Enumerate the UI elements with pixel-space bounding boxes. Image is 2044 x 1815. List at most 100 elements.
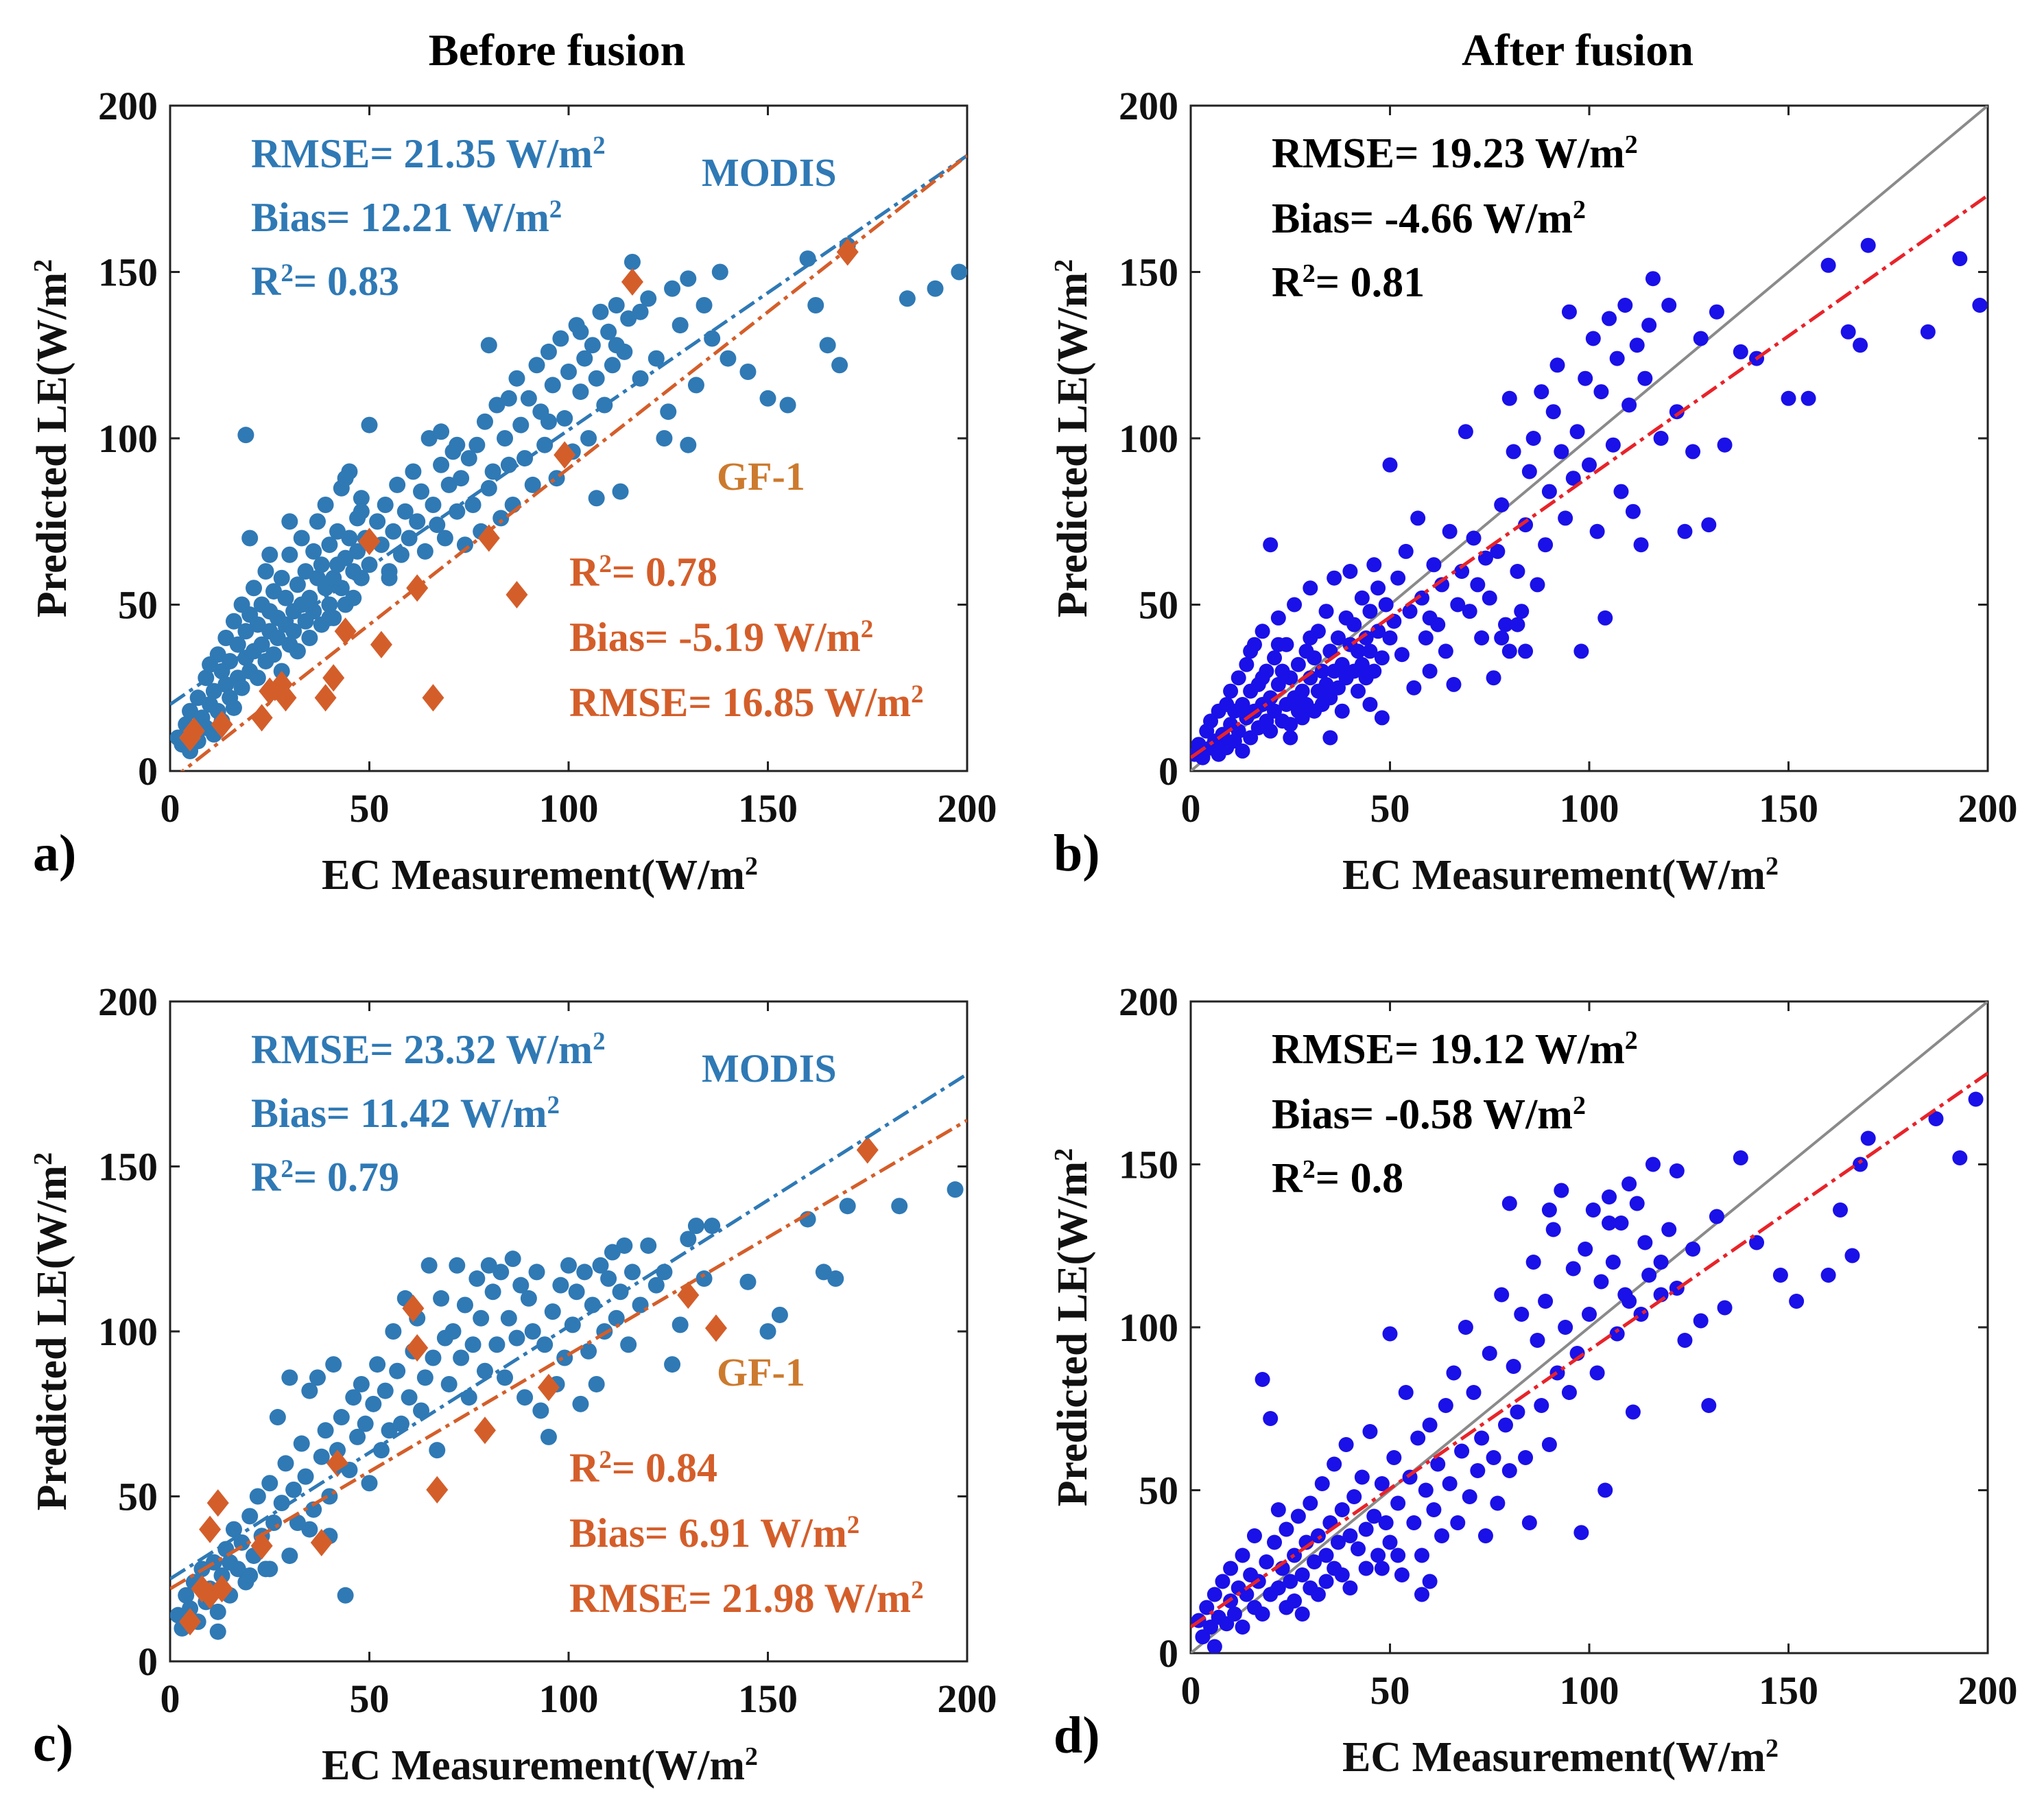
panel-d: 0 50 100 150 200 0 50 100 150 200 EC Measurement(W…	[1049, 980, 2018, 1781]
data-point	[1446, 676, 1462, 692]
data-point	[1438, 643, 1453, 659]
data-point	[1501, 1463, 1517, 1478]
modis-point	[449, 436, 466, 453]
data-point	[1968, 1091, 1984, 1107]
data-point	[1414, 1587, 1429, 1602]
x-tick-label: 150	[1759, 786, 1818, 831]
data-point	[1318, 676, 1334, 692]
x-tick-label: 100	[539, 786, 599, 831]
modis-point	[453, 1349, 470, 1366]
data-point	[1585, 331, 1601, 346]
data-point	[1263, 690, 1279, 706]
y-tick-label: 100	[1119, 416, 1178, 461]
modis-point	[281, 546, 298, 563]
modis-point	[476, 413, 493, 430]
data-point	[1370, 624, 1386, 639]
y-axis-label: Predicted LE(W/m2	[1049, 1148, 1096, 1506]
data-point	[1653, 1255, 1669, 1270]
data-point	[1565, 471, 1581, 486]
modis-point	[433, 423, 450, 440]
data-point	[1458, 424, 1473, 440]
modis-point	[325, 1356, 342, 1373]
modis-point	[532, 1402, 549, 1419]
modis-point	[449, 503, 466, 520]
gf1-point	[402, 1294, 425, 1322]
data-point	[1334, 1567, 1350, 1582]
data-point	[1226, 1606, 1242, 1622]
data-point	[1530, 577, 1545, 593]
data-point	[1366, 557, 1382, 573]
modis-point	[524, 1323, 541, 1340]
modis-point	[580, 430, 597, 447]
modis-point	[512, 1277, 530, 1294]
data-point	[1641, 318, 1657, 333]
modis-rmse: RMSE= 23.32 W/m2	[251, 1027, 606, 1072]
modis-point	[604, 357, 621, 374]
y-tick-label: 100	[98, 1309, 158, 1354]
panel-label: a)	[33, 825, 76, 882]
data-point	[1307, 650, 1322, 666]
data-point	[1358, 630, 1374, 645]
gf1-label: GF-1	[717, 454, 805, 499]
data-point	[1215, 1574, 1231, 1589]
data-point	[1534, 384, 1549, 400]
modis-point	[656, 430, 673, 447]
x-axis-label: EC Measurement(W/m2	[1342, 1734, 1779, 1781]
data-point	[1318, 1574, 1334, 1589]
modis-point	[572, 323, 589, 340]
data-point	[1290, 1508, 1306, 1524]
modis-point	[269, 1409, 286, 1426]
modis-point	[365, 1395, 382, 1412]
data-point	[1621, 397, 1637, 413]
x-tick-label: 200	[938, 786, 997, 831]
data-point	[1605, 437, 1621, 453]
gf1-rmse: RMSE= 16.85 W/m2	[569, 680, 924, 725]
data-point	[1358, 1561, 1374, 1576]
data-point	[1314, 1476, 1330, 1491]
data-point	[1390, 570, 1406, 586]
data-point	[1390, 1547, 1406, 1563]
data-point	[1263, 723, 1279, 739]
y-tick-label: 150	[98, 1145, 158, 1189]
plot-content	[170, 154, 967, 771]
data-point	[1462, 604, 1477, 619]
data-point	[1434, 1528, 1450, 1543]
x-axis-label: EC Measurement(W/m2	[1342, 852, 1779, 899]
gf1-point	[426, 1475, 449, 1504]
data-point	[1334, 656, 1350, 672]
data-point	[1402, 604, 1418, 619]
data-point	[1582, 457, 1597, 473]
data-point	[1255, 1372, 1270, 1387]
data-point	[1382, 1534, 1398, 1550]
data-point	[1294, 1606, 1310, 1622]
modis-point	[656, 1264, 673, 1281]
data-point	[1283, 730, 1298, 746]
data-point	[1270, 1502, 1286, 1517]
data-point	[1390, 1495, 1406, 1511]
data-point	[1521, 464, 1537, 479]
x-tick-label: 0	[1181, 786, 1201, 831]
data-point	[1342, 1528, 1358, 1543]
data-point	[1434, 577, 1450, 593]
data-point	[1223, 1561, 1239, 1576]
modis-point	[576, 350, 593, 367]
data-point	[1701, 1398, 1717, 1413]
modis-point	[831, 357, 848, 374]
gf1-bias: Bias= 6.91 W/m2	[569, 1510, 859, 1556]
modis-point	[225, 1521, 242, 1538]
modis-point	[508, 1329, 525, 1347]
gf1-fit-line	[180, 154, 967, 771]
data-point	[1514, 1307, 1530, 1322]
modis-point	[891, 1198, 908, 1215]
data-point	[1398, 543, 1414, 559]
modis-point	[480, 479, 497, 497]
data-point	[1235, 697, 1250, 712]
modis-point	[520, 390, 537, 407]
modis-point	[947, 1181, 964, 1198]
modis-point	[225, 613, 242, 630]
gf1-point	[334, 617, 357, 645]
data-point	[1554, 1183, 1569, 1198]
data-point	[1462, 1489, 1477, 1504]
gf1-point	[370, 630, 392, 659]
modis-point	[405, 463, 422, 480]
